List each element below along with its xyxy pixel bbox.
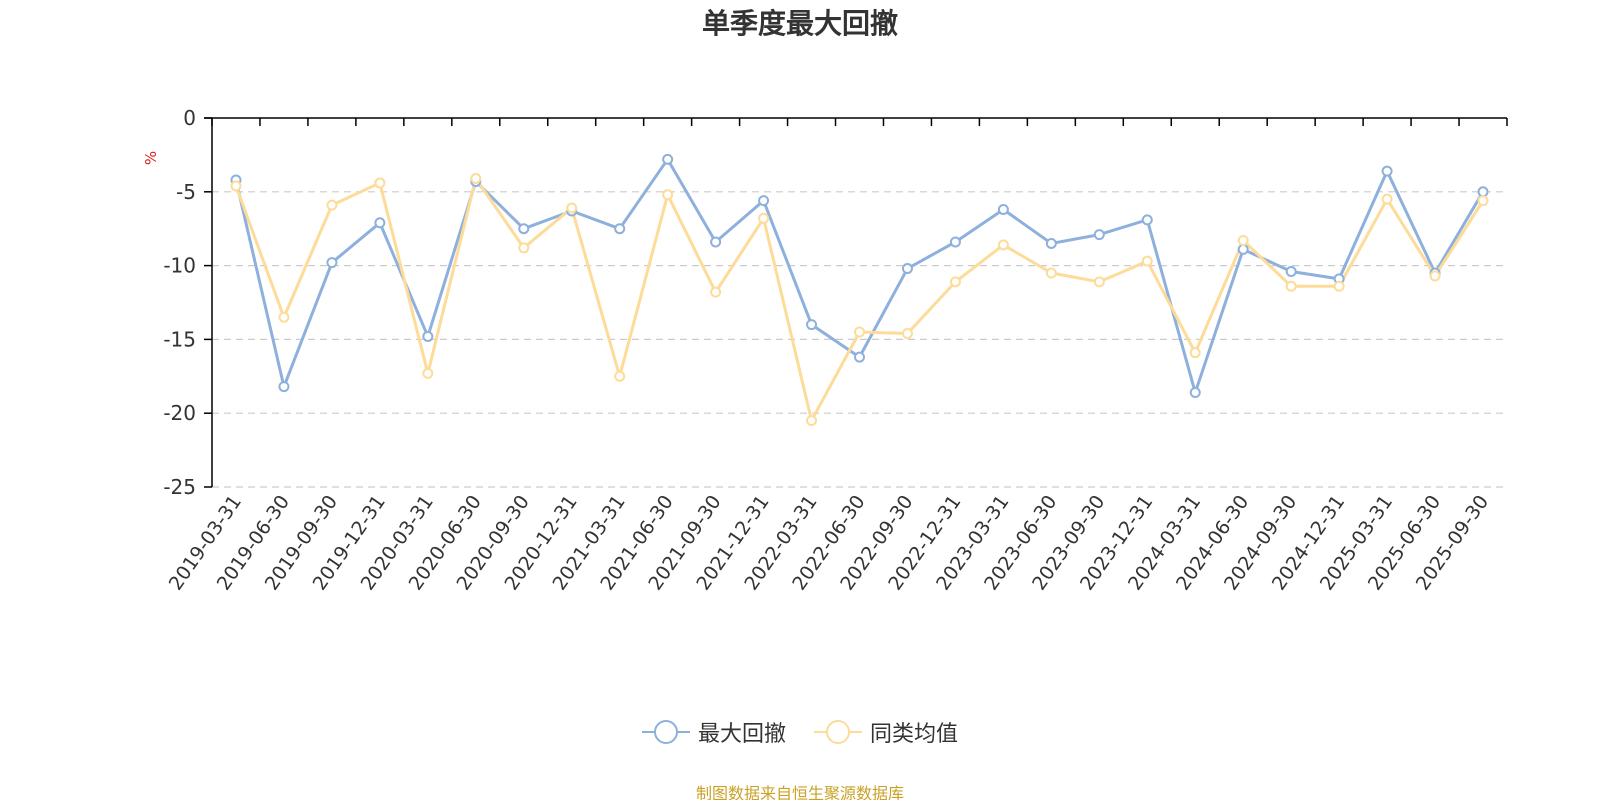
legend-label-series-1: 最大回撤 bbox=[697, 722, 786, 747]
series-1-point-9 bbox=[662, 153, 674, 165]
legend-item-series-1[interactable]: 最大回撤 bbox=[641, 716, 786, 748]
series-2-point-19 bbox=[1141, 255, 1153, 267]
legend-swatch-series-2 bbox=[814, 718, 862, 746]
series-1-point-8 bbox=[614, 223, 626, 235]
series-2-point-1 bbox=[278, 311, 290, 323]
series-2-point-15 bbox=[949, 276, 961, 288]
series-1-point-12 bbox=[806, 319, 818, 331]
series-1-point-13 bbox=[854, 351, 865, 363]
series-2-point-21 bbox=[1237, 235, 1249, 247]
series-1-point-15 bbox=[949, 236, 961, 248]
series-1-point-17 bbox=[1045, 237, 1057, 249]
series-2-point-25 bbox=[1429, 270, 1441, 282]
series-1-point-2 bbox=[326, 257, 338, 269]
series-1-point-11 bbox=[758, 195, 770, 207]
series-1-point-10 bbox=[710, 236, 722, 248]
series-1-point-14 bbox=[901, 263, 913, 275]
legend-item-series-2[interactable]: 同类均值 bbox=[814, 716, 958, 748]
series-1-point-21 bbox=[1237, 243, 1249, 255]
series-2-point-18 bbox=[1093, 276, 1105, 288]
legend-label-series-2: 同类均值 bbox=[870, 722, 959, 747]
y-tick-label-4: -20 bbox=[163, 401, 196, 425]
series-2-point-17 bbox=[1045, 267, 1057, 279]
series-2-point-0 bbox=[230, 180, 242, 192]
series-2-point-23 bbox=[1333, 280, 1345, 292]
series-1-point-26 bbox=[1477, 186, 1489, 198]
series-2-point-6 bbox=[518, 242, 530, 254]
series-2-point-8 bbox=[614, 370, 626, 382]
series-1-point-18 bbox=[1093, 229, 1105, 241]
series-2-point-11 bbox=[758, 212, 770, 224]
y-axis-label: % bbox=[142, 151, 160, 165]
series-1-point-1 bbox=[278, 381, 290, 393]
series-2-point-12 bbox=[806, 415, 818, 427]
series-1-point-4 bbox=[422, 330, 434, 342]
series-line-2 bbox=[234, 177, 1485, 423]
y-tick-label-1: -5 bbox=[176, 180, 196, 204]
y-tick-label-3: -15 bbox=[163, 327, 196, 351]
series-1-point-19 bbox=[1141, 214, 1153, 226]
series-2-point-24 bbox=[1381, 193, 1393, 205]
series-1-point-16 bbox=[997, 204, 1009, 216]
series-2-point-10 bbox=[710, 286, 722, 298]
legend: 最大回撤 同类均值 bbox=[0, 716, 1600, 748]
series-2-point-14 bbox=[901, 327, 913, 339]
series-2-point-22 bbox=[1285, 280, 1297, 292]
series-2-point-20 bbox=[1189, 347, 1201, 359]
series-1-point-20 bbox=[1189, 387, 1201, 399]
y-tick-label-5: -25 bbox=[163, 475, 196, 499]
series-2-point-5 bbox=[470, 173, 482, 185]
series-2-point-13 bbox=[854, 326, 865, 338]
series-2-point-7 bbox=[566, 202, 578, 214]
legend-swatch-series-1 bbox=[641, 718, 690, 746]
chart-title: 单季度最大回撤 bbox=[701, 7, 898, 40]
series-1-point-3 bbox=[374, 217, 386, 229]
series-1-point-24 bbox=[1381, 165, 1393, 177]
series-2-point-2 bbox=[326, 199, 338, 211]
series-2-point-9 bbox=[662, 189, 674, 201]
source-note: 制图数据来自恒生聚源数据库 bbox=[695, 784, 904, 800]
series-2-point-4 bbox=[422, 367, 434, 379]
series-2-point-16 bbox=[997, 239, 1009, 251]
series-2-point-3 bbox=[374, 177, 386, 189]
y-tick-label-0: 0 bbox=[183, 106, 196, 130]
series-1-point-6 bbox=[518, 223, 530, 235]
series-1-point-22 bbox=[1285, 266, 1297, 278]
series-2-point-26 bbox=[1477, 195, 1489, 207]
y-tick-label-2: -10 bbox=[163, 254, 196, 278]
